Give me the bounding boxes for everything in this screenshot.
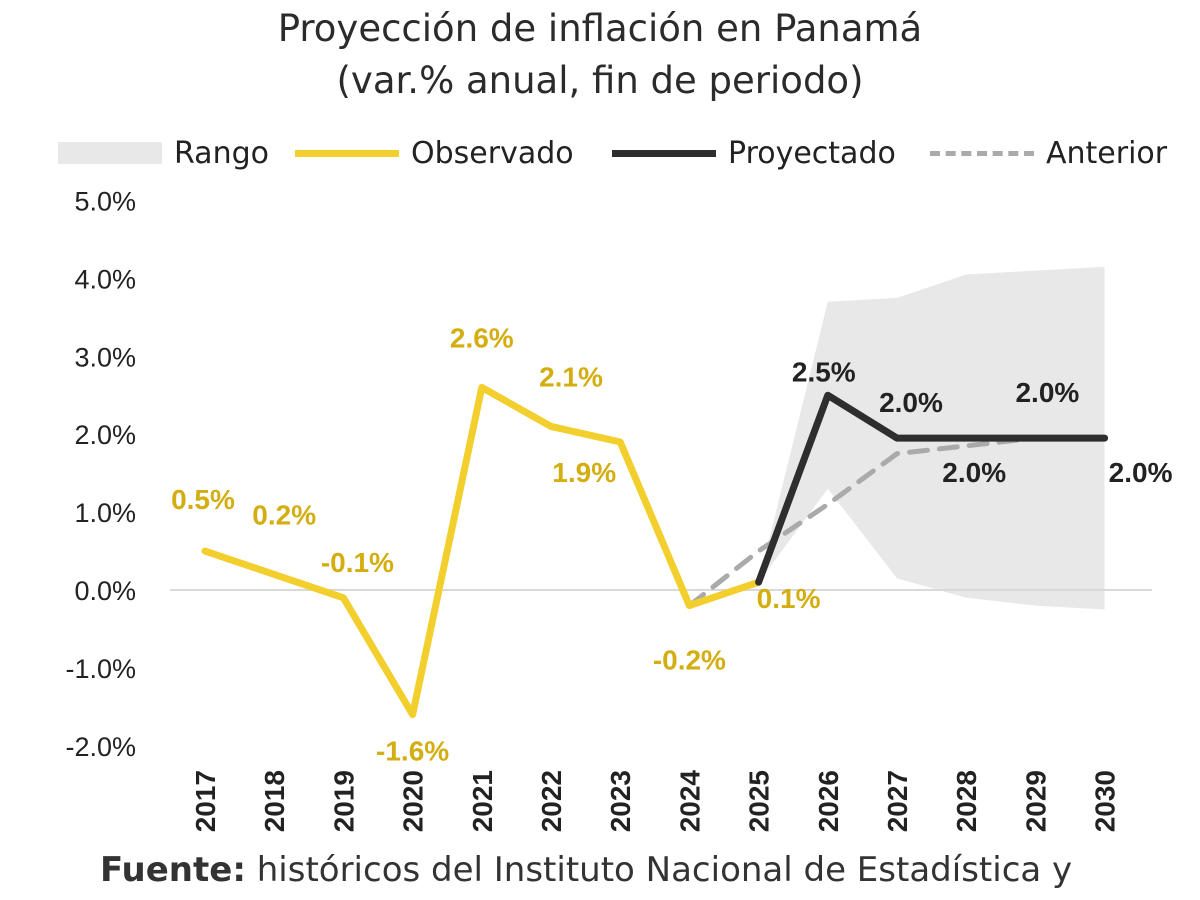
data-label-observado: 2.1% <box>539 361 603 392</box>
source-label: Fuente: <box>100 850 246 890</box>
data-label-observado: 0.1% <box>757 583 821 614</box>
legend: Rango Observado Proyectado Anterior <box>0 128 1200 178</box>
legend-swatch-rango <box>58 142 162 164</box>
x-tick-label: 2025 <box>744 770 775 832</box>
x-tick-label: 2029 <box>1020 770 1051 832</box>
x-tick-label: 2023 <box>605 770 636 832</box>
legend-swatch-anterior <box>930 150 1034 156</box>
legend-item-proyectado: Proyectado <box>612 128 896 178</box>
legend-item-anterior: Anterior <box>930 128 1167 178</box>
y-tick-label: 0.0% <box>74 576 136 606</box>
legend-label-observado: Observado <box>411 135 574 171</box>
chart-subtitle: (var.% anual, fin de periodo) <box>336 59 864 102</box>
data-label-proyectado: 2.0% <box>1109 457 1173 488</box>
y-tick-label: 5.0% <box>74 187 136 217</box>
source-text: históricos del Instituto Nacional de Est… <box>245 850 1073 890</box>
legend-item-rango: Rango <box>58 128 269 178</box>
series-line-proyectado <box>755 391 1109 586</box>
data-label-proyectado: 2.0% <box>942 457 1006 488</box>
y-tick-label: -1.0% <box>65 654 136 684</box>
x-tick-label: 2028 <box>951 770 982 832</box>
x-tick-label: 2030 <box>1090 770 1121 832</box>
y-tick-label: 3.0% <box>74 342 136 372</box>
legend-swatch-proyectado <box>612 149 716 157</box>
legend-label-proyectado: Proyectado <box>728 135 896 171</box>
series-line-observado <box>201 383 763 719</box>
data-label-observado: 2.6% <box>450 322 514 353</box>
data-label-observado: -0.2% <box>653 645 726 676</box>
x-tick-label: 2021 <box>467 770 498 832</box>
data-label-observado: -1.6% <box>376 736 449 767</box>
x-tick-label: 2024 <box>674 770 705 833</box>
x-tick-label: 2022 <box>536 770 567 832</box>
x-tick-label: 2017 <box>190 770 221 832</box>
y-tick-label: 4.0% <box>74 264 136 294</box>
data-label-observado: 0.5% <box>171 484 235 515</box>
y-tick-label: 1.0% <box>74 498 136 528</box>
x-tick-label: 2026 <box>813 770 844 832</box>
x-tick-label: 2018 <box>259 770 290 832</box>
data-label-proyectado: 2.5% <box>792 356 856 387</box>
legend-item-observado: Observado <box>295 128 574 178</box>
x-tick-label: 2019 <box>328 770 359 832</box>
data-label-observado: -0.1% <box>321 547 394 578</box>
legend-swatch-observado <box>295 149 399 157</box>
x-tick-label: 2027 <box>882 770 913 832</box>
x-tick-label: 2020 <box>398 770 429 832</box>
data-label-proyectado: 2.0% <box>1015 377 1079 408</box>
data-label-observado: 1.9% <box>552 457 616 488</box>
y-tick-label: -2.0% <box>65 732 136 762</box>
source-note: Fuente: históricos del Instituto Naciona… <box>100 850 1072 890</box>
series-line-anterior <box>686 435 1038 609</box>
legend-label-anterior: Anterior <box>1046 135 1168 171</box>
data-label-proyectado: 2.0% <box>879 387 943 418</box>
legend-label-rango: Rango <box>174 135 269 171</box>
chart-plot: -2.0% -1.0% 0.0% 1.0% 2.0% 3.0% 4.0% 5.0% 2017 20… <box>65 187 1173 833</box>
chart-title: Proyección de inflación en Panamá <box>277 7 923 50</box>
y-tick-label: 2.0% <box>74 420 136 450</box>
data-label-observado: 0.2% <box>252 499 316 530</box>
